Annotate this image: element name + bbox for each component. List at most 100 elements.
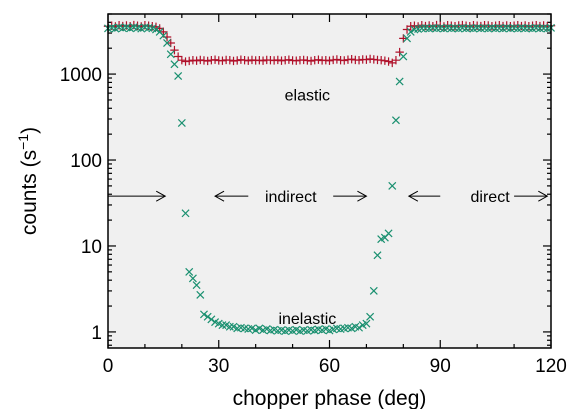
inelastic-point xyxy=(174,71,183,80)
elastic-point xyxy=(258,56,268,65)
inelastic-point xyxy=(163,38,172,47)
annotation-arrows xyxy=(108,190,549,202)
inelastic-point xyxy=(432,24,441,33)
elastic-point xyxy=(233,56,242,65)
annotation-label: inelastic xyxy=(278,311,336,328)
elastic-point xyxy=(362,55,371,64)
elastic-point xyxy=(314,55,323,64)
elastic-point xyxy=(273,55,283,65)
annotation-label: elastic xyxy=(285,87,330,104)
y-tick-label: 10 xyxy=(81,237,102,258)
elastic-point xyxy=(332,55,342,64)
elastic-point xyxy=(395,47,404,57)
inelastic-point xyxy=(403,34,412,43)
y-tick-label: 1000 xyxy=(60,65,102,86)
y-axis-label-main: counts (s xyxy=(18,150,41,235)
elastic-point xyxy=(177,56,187,65)
x-tick-label: 0 xyxy=(103,356,114,377)
inelastic-point xyxy=(384,229,393,238)
inelastic-point xyxy=(521,24,530,33)
inelastic-point xyxy=(196,290,205,299)
elastic-point xyxy=(347,54,356,64)
inelastic-point xyxy=(369,286,378,295)
inelastic-point xyxy=(185,267,194,276)
elastic-point xyxy=(517,21,526,31)
inelastic-point xyxy=(166,50,175,59)
annotations: elastic inelastic indirect direct xyxy=(265,87,510,328)
elastic-point xyxy=(170,45,179,55)
annotation-arrow xyxy=(407,190,441,202)
arrow-head xyxy=(538,190,549,202)
inelastic-point xyxy=(388,181,397,190)
inelastic-point xyxy=(218,321,227,330)
inelastic-point xyxy=(177,118,186,127)
annotation-label: direct xyxy=(471,189,511,206)
arrow-head xyxy=(214,190,225,202)
inelastic-point xyxy=(188,274,197,283)
inelastic-point xyxy=(399,52,408,61)
inelastic-point xyxy=(476,24,485,33)
elastic-point xyxy=(465,22,474,31)
inelastic-point xyxy=(395,77,404,86)
elastic-point xyxy=(225,56,235,65)
inelastic-point xyxy=(417,24,426,33)
arrow-head xyxy=(407,190,419,202)
y-axis-label-close: ) xyxy=(18,127,41,134)
inelastic-point xyxy=(373,251,382,260)
inelastic-point xyxy=(462,24,471,33)
inelastic-point xyxy=(207,315,216,324)
inelastic-point xyxy=(535,24,544,33)
inelastic-point xyxy=(362,319,371,328)
x-axis-label: chopper phase (deg) xyxy=(233,387,427,409)
elastic-point xyxy=(173,52,183,61)
elastic-point xyxy=(244,56,253,65)
elastic-point xyxy=(340,56,349,65)
inelastic-point xyxy=(366,312,375,321)
elastic-point xyxy=(159,27,168,37)
elastic-point xyxy=(192,56,201,65)
elastic-point xyxy=(185,56,194,66)
plot-background xyxy=(108,14,551,348)
elastic-point xyxy=(450,22,460,31)
inelastic-point xyxy=(203,312,212,321)
data-points xyxy=(103,20,556,336)
elastic-point xyxy=(399,34,408,43)
arrow-head xyxy=(155,190,167,202)
inelastic-point xyxy=(355,323,364,332)
annotation-arrow xyxy=(514,190,549,202)
inelastic-point xyxy=(491,24,500,33)
x-tick-label: 120 xyxy=(535,356,567,377)
elastic-point xyxy=(218,56,227,65)
arrow-head xyxy=(357,190,368,202)
y-axis-label-superscript: −1 xyxy=(15,134,31,150)
inelastic-point xyxy=(199,310,208,319)
inelastic-point xyxy=(181,209,190,218)
elastic-point xyxy=(210,55,220,64)
inelastic-point xyxy=(447,24,456,33)
plot-frame xyxy=(107,13,552,349)
x-tick-label: 90 xyxy=(430,356,451,377)
annotation-arrow xyxy=(333,190,368,202)
inelastic-point xyxy=(391,116,400,125)
inelastic-point xyxy=(170,60,179,69)
elastic-point xyxy=(384,57,393,66)
annotation-arrow xyxy=(214,190,249,202)
y-tick-label: 1 xyxy=(91,323,102,344)
elastic-point xyxy=(380,56,390,65)
elastic-point xyxy=(203,56,212,66)
elastic-point xyxy=(166,38,175,48)
elastic-point xyxy=(428,22,438,31)
inelastic-point xyxy=(406,27,415,36)
annotation-label: indirect xyxy=(265,189,317,206)
inelastic-point xyxy=(506,24,515,33)
x-tick-label: 30 xyxy=(208,356,229,377)
elastic-point xyxy=(354,56,364,65)
annotation-arrow xyxy=(108,190,167,202)
inelastic-point xyxy=(151,25,160,34)
elastic-point xyxy=(284,55,294,64)
inelastic-point xyxy=(159,31,168,40)
y-tick-label: 100 xyxy=(70,151,102,172)
